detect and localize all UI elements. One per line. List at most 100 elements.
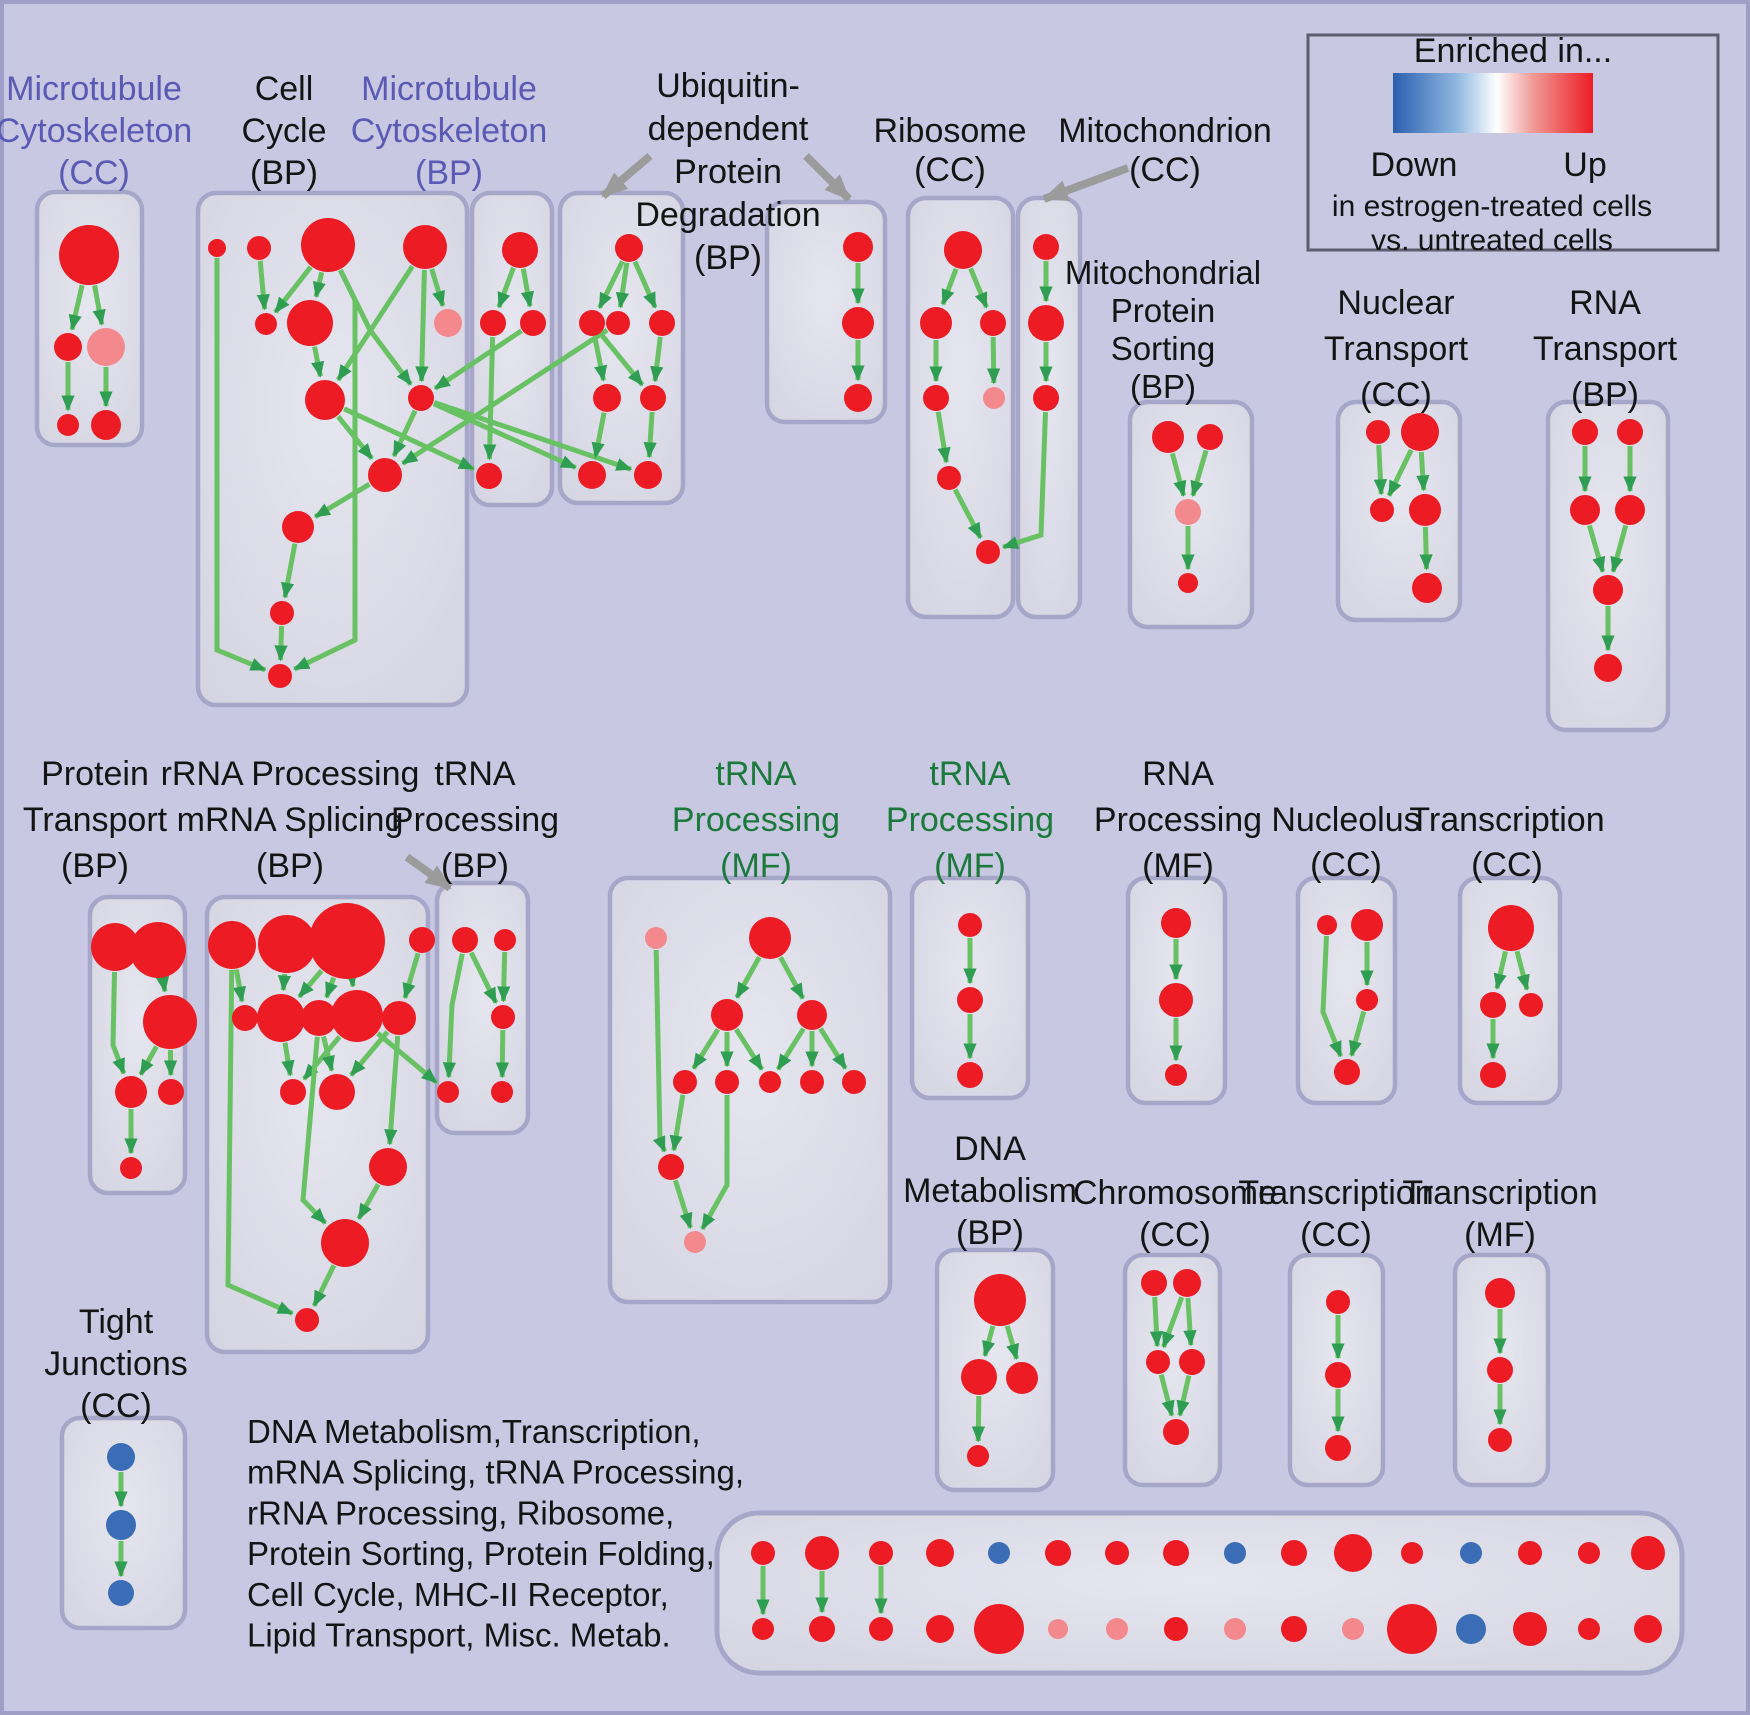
- legend-box: [1306, 33, 1720, 252]
- mito_sort-label: Mitochondrial Protein Sorting (BP): [1065, 254, 1261, 405]
- legend-note-line2: vs. untreated cells: [1371, 224, 1613, 257]
- go-term-node-ub2_b: [844, 384, 872, 412]
- go-term-node-tm_c1: [673, 1070, 697, 1094]
- edge-tb_m-tb_b2: [495, 1029, 510, 1079]
- cell_cycle-label: Cell Cycle (BP): [241, 70, 326, 192]
- go-term-node-tm_c5: [842, 1070, 866, 1094]
- edge-cc7-cc10: [336, 414, 374, 461]
- go-term-node-dm4: [967, 1445, 989, 1467]
- go-term-node-mtcc_b2: [91, 410, 121, 440]
- go-term-node-ub1_b1: [578, 461, 606, 489]
- go-term-node-tn2: [957, 987, 983, 1013]
- go-term-node-tm_t: [749, 917, 791, 959]
- strip-top-node-6: [1105, 1541, 1129, 1565]
- go-term-node-rp3: [1165, 1064, 1187, 1086]
- go-term-node-dm1: [974, 1274, 1026, 1326]
- edge-r8-r10: [302, 1035, 342, 1081]
- trna_bp-label: tRNA Processing (BP): [391, 755, 559, 885]
- go-term-node-pt_t2: [130, 922, 186, 978]
- go-term-node-cc7: [305, 380, 345, 420]
- go-term-node-ub1_m1: [593, 384, 621, 412]
- go-term-node-ub2_m: [842, 307, 874, 339]
- strip-bottom-node-5: [1048, 1619, 1068, 1639]
- go-term-node-ch3: [1146, 1350, 1170, 1374]
- edge-tm_lo-tm_b: [672, 1179, 693, 1229]
- go-term-node-ch4: [1179, 1349, 1205, 1375]
- edge-tb_t1-tb_m: [468, 951, 499, 1004]
- go-term-node-rt_b: [1594, 654, 1622, 682]
- go-term-node-cc9: [408, 385, 434, 411]
- strip-bottom-node-1: [809, 1616, 835, 1642]
- go-term-node-rp1: [1161, 908, 1191, 938]
- edge-nt_t2-nt_m1: [1386, 448, 1414, 497]
- edge-tm_c1-tm_lo: [669, 1094, 686, 1152]
- edge-pt_t2-pt_m: [155, 975, 170, 993]
- go-term-node-t2a: [1326, 1290, 1350, 1314]
- edge-tb_t2-tb_m: [497, 951, 511, 1003]
- edge-cc10-cc11: [313, 482, 371, 519]
- trna_mf2-label: tRNA Processing (MF): [886, 755, 1054, 885]
- edge-tm_c2-tm_b: [700, 1095, 730, 1231]
- edge-r2-r6: [277, 973, 292, 992]
- trna_mf1-label: tRNA Processing (MF): [672, 755, 840, 885]
- tr_mf-label: Transcription (MF): [1402, 1174, 1597, 1254]
- go-term-node-rib_ml: [920, 307, 952, 339]
- mt_cc-label: Microtubule Cytoskeleton (CC): [0, 70, 192, 192]
- go-term-node-cc12: [270, 601, 294, 625]
- go-term-node-rt_t1: [1572, 419, 1598, 445]
- go-term-node-ub2_t: [843, 232, 873, 262]
- edge-mtbp_mr-cc9: [433, 328, 523, 391]
- go-term-node-ub1_b2: [634, 461, 662, 489]
- labels: Microtubule Cytoskeleton (CC) Cell Cycle (BP)…: [0, 67, 1678, 1654]
- edges: [61, 258, 1637, 1616]
- edge-cc12-cc13: [274, 625, 288, 662]
- go-term-node-r10: [280, 1079, 306, 1105]
- go-term-node-tn1: [958, 913, 982, 937]
- go-term-node-ms_t2: [1197, 424, 1223, 450]
- go-term-node-ms_t1: [1152, 421, 1184, 453]
- edge-mtcc_t-mtcc_m2: [92, 285, 106, 326]
- strip-bottom-node-2: [869, 1617, 893, 1641]
- go-term-node-rt_m1: [1570, 495, 1600, 525]
- go-term-node-tm_c3: [759, 1071, 781, 1093]
- legend-note-line1: in estrogen-treated cells: [1332, 190, 1652, 223]
- go-term-node-ub1_c2: [606, 311, 630, 335]
- go-term-node-cc2: [247, 236, 271, 260]
- go-term-node-r9: [382, 1001, 416, 1035]
- edge-rt_m2-rt_c: [1610, 524, 1629, 573]
- rna_tr-label: RNA Transport (BP): [1533, 284, 1678, 414]
- go-term-node-cc5: [255, 313, 277, 335]
- edge-tm_p-tm_lo: [652, 949, 667, 1153]
- go-term-node-ch5: [1163, 1419, 1189, 1445]
- misc-terms-text-block: DNA Metabolism,Transcription, mRNA Splici…: [247, 1413, 744, 1654]
- edge-cc2-cc5: [256, 260, 270, 311]
- edge-rt_m1-rt_c: [1586, 524, 1606, 573]
- go-term-node-rt_t2: [1617, 419, 1643, 445]
- strip-top-node-1: [805, 1536, 839, 1570]
- go-term-node-r8: [331, 990, 383, 1042]
- go-term-node-cc8: [434, 309, 462, 337]
- rna_proc-label: RNA Processing (MF): [1094, 755, 1262, 885]
- chrom-label: Chromosome (CC): [1073, 1174, 1277, 1254]
- edge-tc1-tc3: [1514, 950, 1530, 991]
- go-term-node-t3b: [1487, 1357, 1513, 1383]
- go-term-node-nt_t1: [1366, 420, 1390, 444]
- go-term-node-mtbp_b: [476, 463, 502, 489]
- go-term-node-mito_lo: [1033, 385, 1059, 411]
- edge-nt_m2-nt_b: [1419, 526, 1433, 571]
- edge-tm_m1-tm_c3: [734, 1027, 765, 1071]
- go-term-node-rib_p: [983, 387, 1005, 409]
- edge-dm2-dm4: [971, 1395, 986, 1443]
- go-term-node-tc4: [1480, 1062, 1506, 1088]
- dna_met-label: DNA Metabolism (BP): [903, 1130, 1077, 1252]
- edge-r3-r8: [344, 970, 358, 988]
- edge-cc3-cc6: [312, 271, 326, 298]
- nodes: [54, 218, 1665, 1654]
- label-pointer-arrow-0: [600, 152, 653, 200]
- go-term-node-tb_b1: [437, 1081, 459, 1103]
- go-term-node-rp2: [1159, 983, 1193, 1017]
- go-term-node-r4: [409, 927, 435, 953]
- go-term-node-tj1: [107, 1443, 135, 1471]
- label-pointer-arrow-3: [404, 853, 453, 892]
